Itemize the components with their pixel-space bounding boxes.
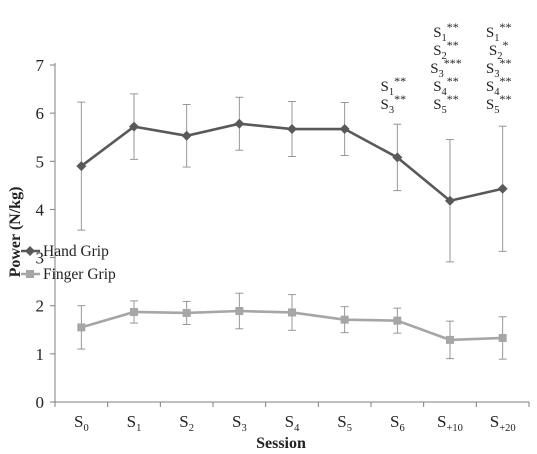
y-axis-title-group: Power (N/kg)	[7, 187, 24, 278]
data-point	[287, 124, 297, 135]
annotation-line: S5**	[486, 92, 512, 116]
axes: 0 1 2 3 4 5 6 7 S0 S1 S2 S3 S4 S5 S6 S+10 S+20	[36, 56, 530, 434]
legend-label: Finger Grip	[43, 266, 116, 283]
data-point	[77, 323, 86, 332]
data-point	[235, 307, 244, 316]
data-point	[392, 152, 403, 163]
data-point	[76, 161, 87, 172]
y-tick-label: 3	[36, 249, 45, 268]
annotation-splus20: S1**S2*S3**S4**S5**	[486, 20, 512, 116]
annotation-line: S4**	[486, 74, 512, 98]
data-point	[182, 308, 191, 317]
data-point	[393, 316, 402, 325]
annotation-line: S4**	[433, 74, 459, 98]
x-tick-label: S5	[337, 412, 352, 434]
annotation-line: S3***	[430, 56, 462, 80]
annotation-line: S1**	[486, 20, 512, 44]
data-point	[340, 315, 349, 324]
y-tick-label: 7	[36, 56, 45, 75]
series-layer	[76, 93, 508, 360]
annotation-s6: S1**S3**	[381, 74, 407, 116]
annotation-line: S2*	[489, 38, 509, 62]
annotation-line: S5**	[433, 92, 459, 116]
data-point	[445, 195, 455, 206]
legend-marker	[25, 246, 35, 256]
y-tick-label: 2	[36, 297, 45, 316]
x-tick-label: S2	[179, 412, 194, 434]
x-axis-title: Session	[256, 435, 306, 452]
x-tick-label: S6	[390, 412, 405, 434]
y-tick-label: 4	[36, 200, 45, 219]
y-tick-label: 0	[36, 393, 45, 412]
annotation-line: S1**	[381, 74, 407, 98]
annotation-line: S3**	[381, 92, 407, 116]
series-hand-grip	[76, 93, 508, 263]
series-finger-grip	[77, 292, 507, 360]
significance-annotations: S1**S3**S1**S2**S3***S4**S5**S1**S2*S3**…	[381, 20, 512, 116]
data-point	[339, 124, 350, 135]
legend-marker	[26, 270, 34, 278]
annotation-line: S3**	[486, 56, 512, 80]
data-point	[446, 335, 454, 344]
data-point	[497, 183, 508, 194]
legend-label: Hand Grip	[43, 243, 109, 260]
data-point	[130, 307, 138, 316]
legend: Hand Grip Finger Grip	[21, 243, 116, 283]
data-point	[288, 308, 296, 317]
legend-item-finger-grip: Finger Grip	[21, 266, 116, 283]
x-tick-label: S1	[127, 412, 142, 434]
x-tick-label: S0	[74, 412, 89, 434]
data-point	[234, 118, 245, 129]
x-tick-label: S+20	[490, 412, 516, 434]
y-tick-label: 6	[36, 104, 45, 123]
legend-item-hand-grip: Hand Grip	[21, 243, 109, 260]
x-tick-label: S+10	[437, 412, 463, 434]
annotation-line: S1**	[433, 20, 459, 44]
data-point	[129, 121, 139, 132]
data-point	[498, 333, 507, 342]
y-axis-title: Power (N/kg)	[7, 187, 24, 278]
y-tick-label: 5	[36, 152, 45, 171]
x-tick-label: S4	[285, 412, 300, 434]
data-point	[181, 130, 192, 141]
annotation-line: S2**	[433, 38, 459, 62]
y-tick-label: 1	[36, 345, 45, 364]
annotation-splus10: S1**S2**S3***S4**S5**	[430, 20, 462, 116]
x-tick-label: S3	[232, 412, 247, 434]
